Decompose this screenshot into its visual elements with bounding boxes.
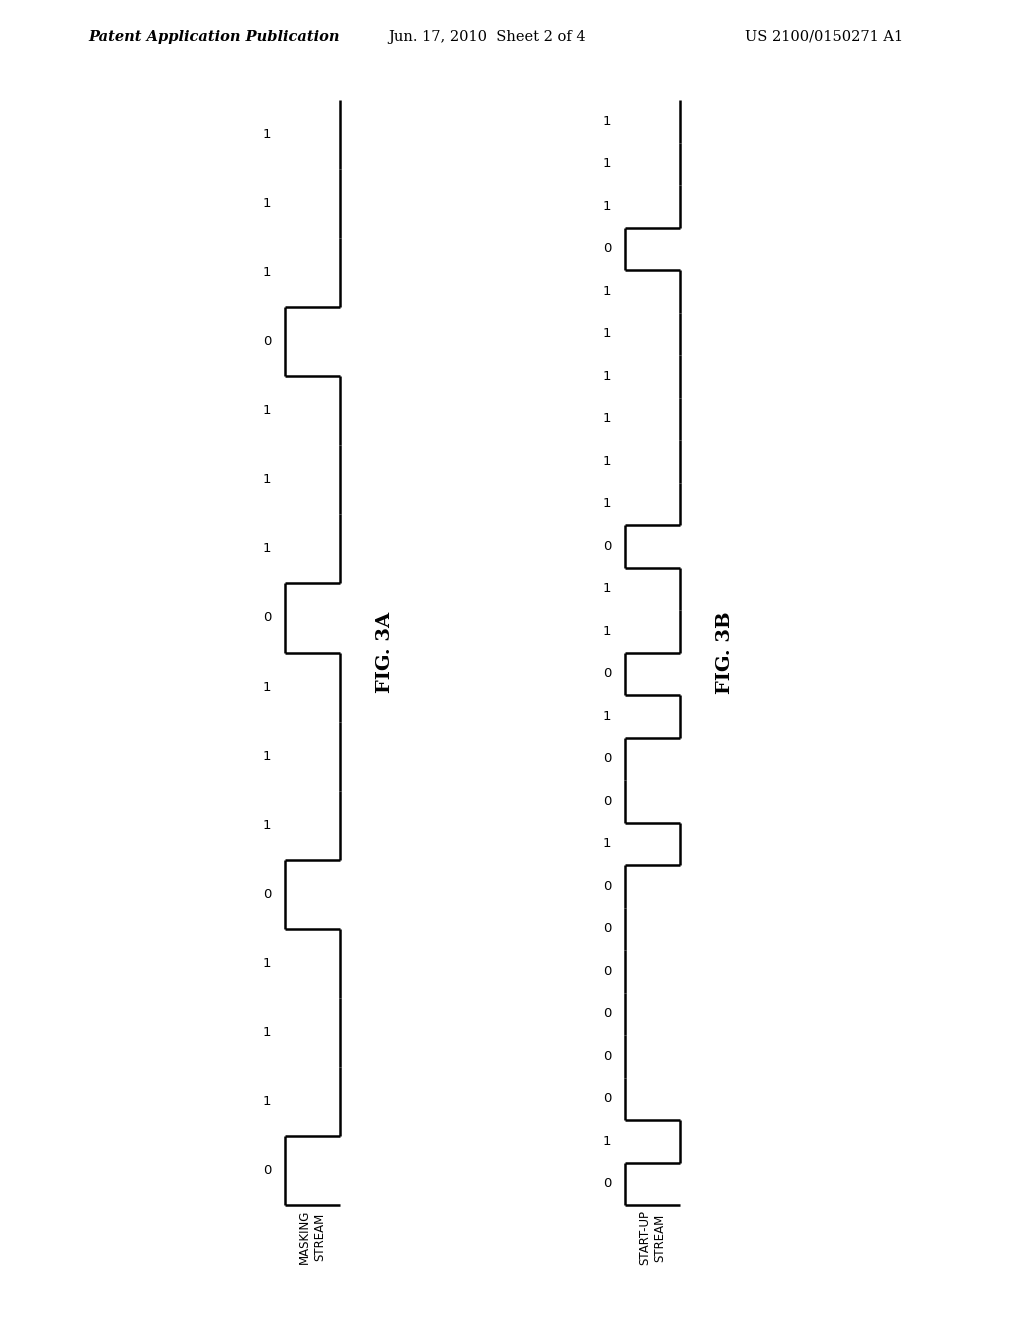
Text: 0: 0 bbox=[603, 1049, 611, 1063]
Text: FIG. 3B: FIG. 3B bbox=[716, 611, 734, 694]
Text: 1: 1 bbox=[263, 128, 271, 141]
Text: 0: 0 bbox=[603, 667, 611, 680]
Text: 0: 0 bbox=[603, 1177, 611, 1191]
Text: 0: 0 bbox=[263, 1164, 271, 1177]
Text: 1: 1 bbox=[263, 197, 271, 210]
Text: 1: 1 bbox=[603, 157, 611, 170]
Text: 1: 1 bbox=[603, 582, 611, 595]
Text: 1: 1 bbox=[263, 681, 271, 693]
Text: 1: 1 bbox=[603, 498, 611, 511]
Text: US 2100/0150271 A1: US 2100/0150271 A1 bbox=[745, 30, 903, 44]
Text: 1: 1 bbox=[603, 285, 611, 298]
Text: 1: 1 bbox=[603, 455, 611, 467]
Text: 0: 0 bbox=[603, 965, 611, 978]
Text: 0: 0 bbox=[263, 335, 271, 348]
Text: 1: 1 bbox=[263, 957, 271, 970]
Text: 0: 0 bbox=[603, 879, 611, 892]
Text: 1: 1 bbox=[263, 543, 271, 556]
Text: FIG. 3A: FIG. 3A bbox=[376, 612, 394, 693]
Text: 1: 1 bbox=[263, 818, 271, 832]
Text: 0: 0 bbox=[603, 1092, 611, 1105]
Text: 0: 0 bbox=[603, 540, 611, 553]
Text: 1: 1 bbox=[263, 404, 271, 417]
Text: 1: 1 bbox=[263, 750, 271, 763]
Text: 1: 1 bbox=[603, 710, 611, 723]
Text: 0: 0 bbox=[263, 611, 271, 624]
Text: MASKING
STREAM: MASKING STREAM bbox=[298, 1210, 326, 1265]
Text: 0: 0 bbox=[603, 923, 611, 936]
Text: 0: 0 bbox=[603, 795, 611, 808]
Text: START-UP
STREAM: START-UP STREAM bbox=[638, 1210, 666, 1265]
Text: 1: 1 bbox=[603, 837, 611, 850]
Text: 0: 0 bbox=[603, 243, 611, 255]
Text: 1: 1 bbox=[603, 370, 611, 383]
Text: 1: 1 bbox=[603, 327, 611, 341]
Text: Jun. 17, 2010  Sheet 2 of 4: Jun. 17, 2010 Sheet 2 of 4 bbox=[388, 30, 586, 44]
Text: 0: 0 bbox=[603, 1007, 611, 1020]
Text: 0: 0 bbox=[263, 888, 271, 900]
Text: 1: 1 bbox=[603, 1135, 611, 1148]
Text: Patent Application Publication: Patent Application Publication bbox=[88, 30, 340, 44]
Text: 1: 1 bbox=[603, 199, 611, 213]
Text: 1: 1 bbox=[263, 267, 271, 279]
Text: 0: 0 bbox=[603, 752, 611, 766]
Text: 1: 1 bbox=[603, 115, 611, 128]
Text: 1: 1 bbox=[263, 1026, 271, 1039]
Text: 1: 1 bbox=[603, 412, 611, 425]
Text: 1: 1 bbox=[603, 624, 611, 638]
Text: 1: 1 bbox=[263, 474, 271, 486]
Text: 1: 1 bbox=[263, 1094, 271, 1107]
